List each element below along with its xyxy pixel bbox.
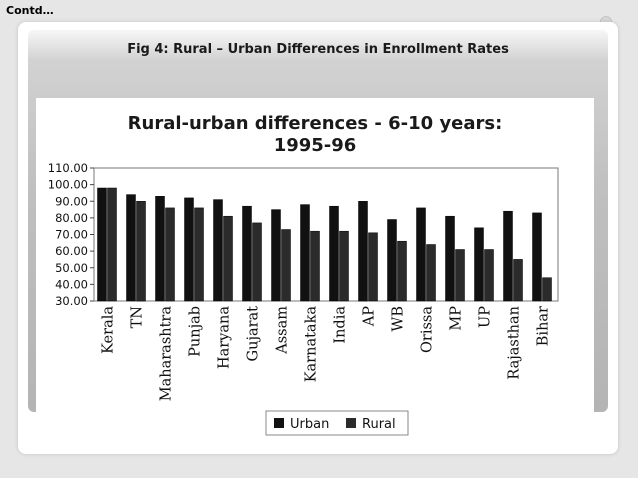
bar-urban-up [474, 227, 484, 302]
x-category-label: India [333, 306, 349, 344]
legend-swatch-rural [346, 418, 356, 428]
bar-rural-maharashtra [165, 207, 175, 302]
y-tick-label: 50.00 [55, 261, 88, 275]
bar-rural-karnataka [310, 230, 320, 302]
y-tick-label: 70.00 [55, 228, 88, 242]
x-category-label: AP [362, 306, 378, 327]
bar-urban-wb [387, 219, 397, 302]
bar-rural-orissa [426, 244, 436, 302]
bar-urban-tn [126, 194, 136, 302]
y-tick-label: 30.00 [55, 294, 88, 308]
x-category-label: Rajasthan [507, 306, 523, 380]
x-category-label: Haryana [217, 306, 233, 369]
bar-urban-maharashtra [155, 196, 165, 302]
x-category-label: Punjab [188, 306, 204, 357]
x-category-label: MP [449, 306, 465, 331]
bar-urban-punjab [184, 197, 194, 302]
bar-rural-wb [397, 240, 407, 302]
bar-rural-haryana [223, 215, 233, 302]
bar-rural-ap [368, 232, 378, 302]
chart-title-line: Rural-urban differences - 6-10 years: [128, 113, 503, 134]
legend-label-urban: Urban [290, 417, 329, 432]
x-category-label: TN [130, 306, 146, 329]
bar-urban-india [329, 205, 339, 302]
bar-rural-india [339, 230, 349, 302]
chart-title-line: 1995-96 [274, 135, 357, 156]
bar-chart: Rural-urban differences - 6-10 years:199… [48, 113, 559, 436]
bar-rural-tn [136, 201, 146, 302]
bar-urban-kerala [97, 187, 107, 302]
y-tick-label: 110.00 [48, 161, 88, 175]
bar-rural-up [484, 249, 494, 302]
x-category-label: Karnataka [304, 306, 320, 383]
legend-swatch-urban [274, 418, 284, 428]
x-category-label: Orissa [420, 306, 436, 353]
x-category-label: Maharashtra [159, 306, 175, 402]
bar-urban-ap [358, 201, 368, 302]
x-category-label: Gujarat [246, 306, 262, 362]
x-category-label: Kerala [101, 306, 117, 354]
bar-urban-gujarat [242, 205, 252, 302]
figure-title: Fig 4: Rural – Urban Differences in Enro… [127, 42, 509, 57]
x-category-label: UP [478, 306, 494, 328]
contd-label: Contd… [6, 4, 54, 17]
legend-box [265, 410, 409, 436]
x-category-label: WB [391, 306, 407, 332]
bar-urban-karnataka [300, 204, 310, 302]
y-tick-label: 40.00 [55, 277, 88, 291]
bar-urban-mp [445, 215, 455, 302]
bar-rural-kerala [107, 187, 117, 302]
legend-label-rural: Rural [362, 417, 396, 432]
bar-urban-assam [271, 209, 281, 302]
bar-urban-haryana [213, 199, 223, 302]
bar-urban-rajasthan [503, 210, 513, 302]
y-tick-label: 60.00 [55, 244, 88, 258]
bar-rural-rajasthan [513, 259, 523, 302]
bar-urban-orissa [416, 207, 426, 302]
x-category-label: Bihar [536, 306, 552, 346]
bar-urban-bihar [532, 212, 542, 302]
y-tick-label: 80.00 [55, 211, 88, 225]
y-tick-label: 90.00 [55, 194, 88, 208]
chart-container: Rural-urban differences - 6-10 years: 199… [36, 98, 594, 442]
bar-rural-mp [455, 249, 465, 302]
x-category-label: Assam [275, 306, 291, 355]
bar-rural-punjab [194, 207, 204, 302]
bar-rural-bihar [542, 277, 552, 302]
bar-rural-assam [281, 229, 291, 302]
bar-rural-gujarat [252, 222, 262, 302]
y-tick-label: 100.00 [48, 178, 88, 192]
